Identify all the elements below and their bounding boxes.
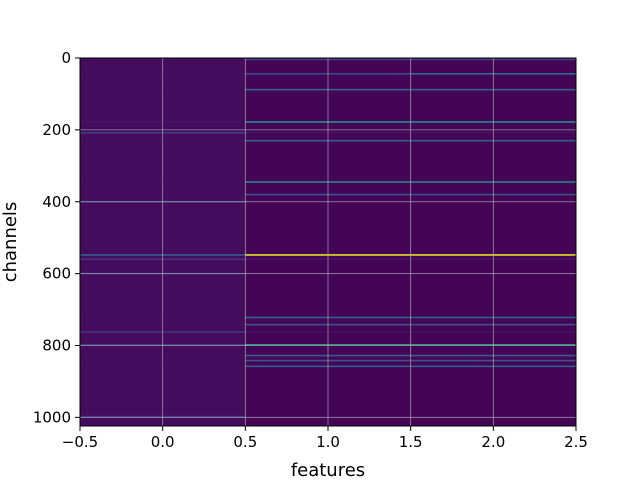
x-tick-label: 1.0 [316,433,340,451]
x-tick-label: 0.5 [233,433,257,451]
x-axis-ticks: −0.5 0.0 0.5 1.0 1.5 2.0 2.5 [62,426,588,451]
x-tick-label: 0.0 [151,433,175,451]
y-tick-label: 1000 [33,408,71,426]
grid-lines [80,57,576,426]
x-tick-label: 1.5 [399,433,423,451]
y-tick-label: 200 [42,121,71,139]
y-tick-label: 800 [42,337,71,355]
y-tick-label: 0 [61,49,71,67]
y-axis-ticks: 0 200 400 600 800 1000 [33,49,80,426]
y-axis-label: channels [0,202,21,283]
x-tick-label: −0.5 [62,433,98,451]
y-tick-label: 600 [42,265,71,283]
y-tick-label: 400 [42,193,71,211]
x-axis-label: features [291,460,365,480]
x-tick-label: 2.5 [564,433,588,451]
x-tick-label: 2.0 [481,433,505,451]
